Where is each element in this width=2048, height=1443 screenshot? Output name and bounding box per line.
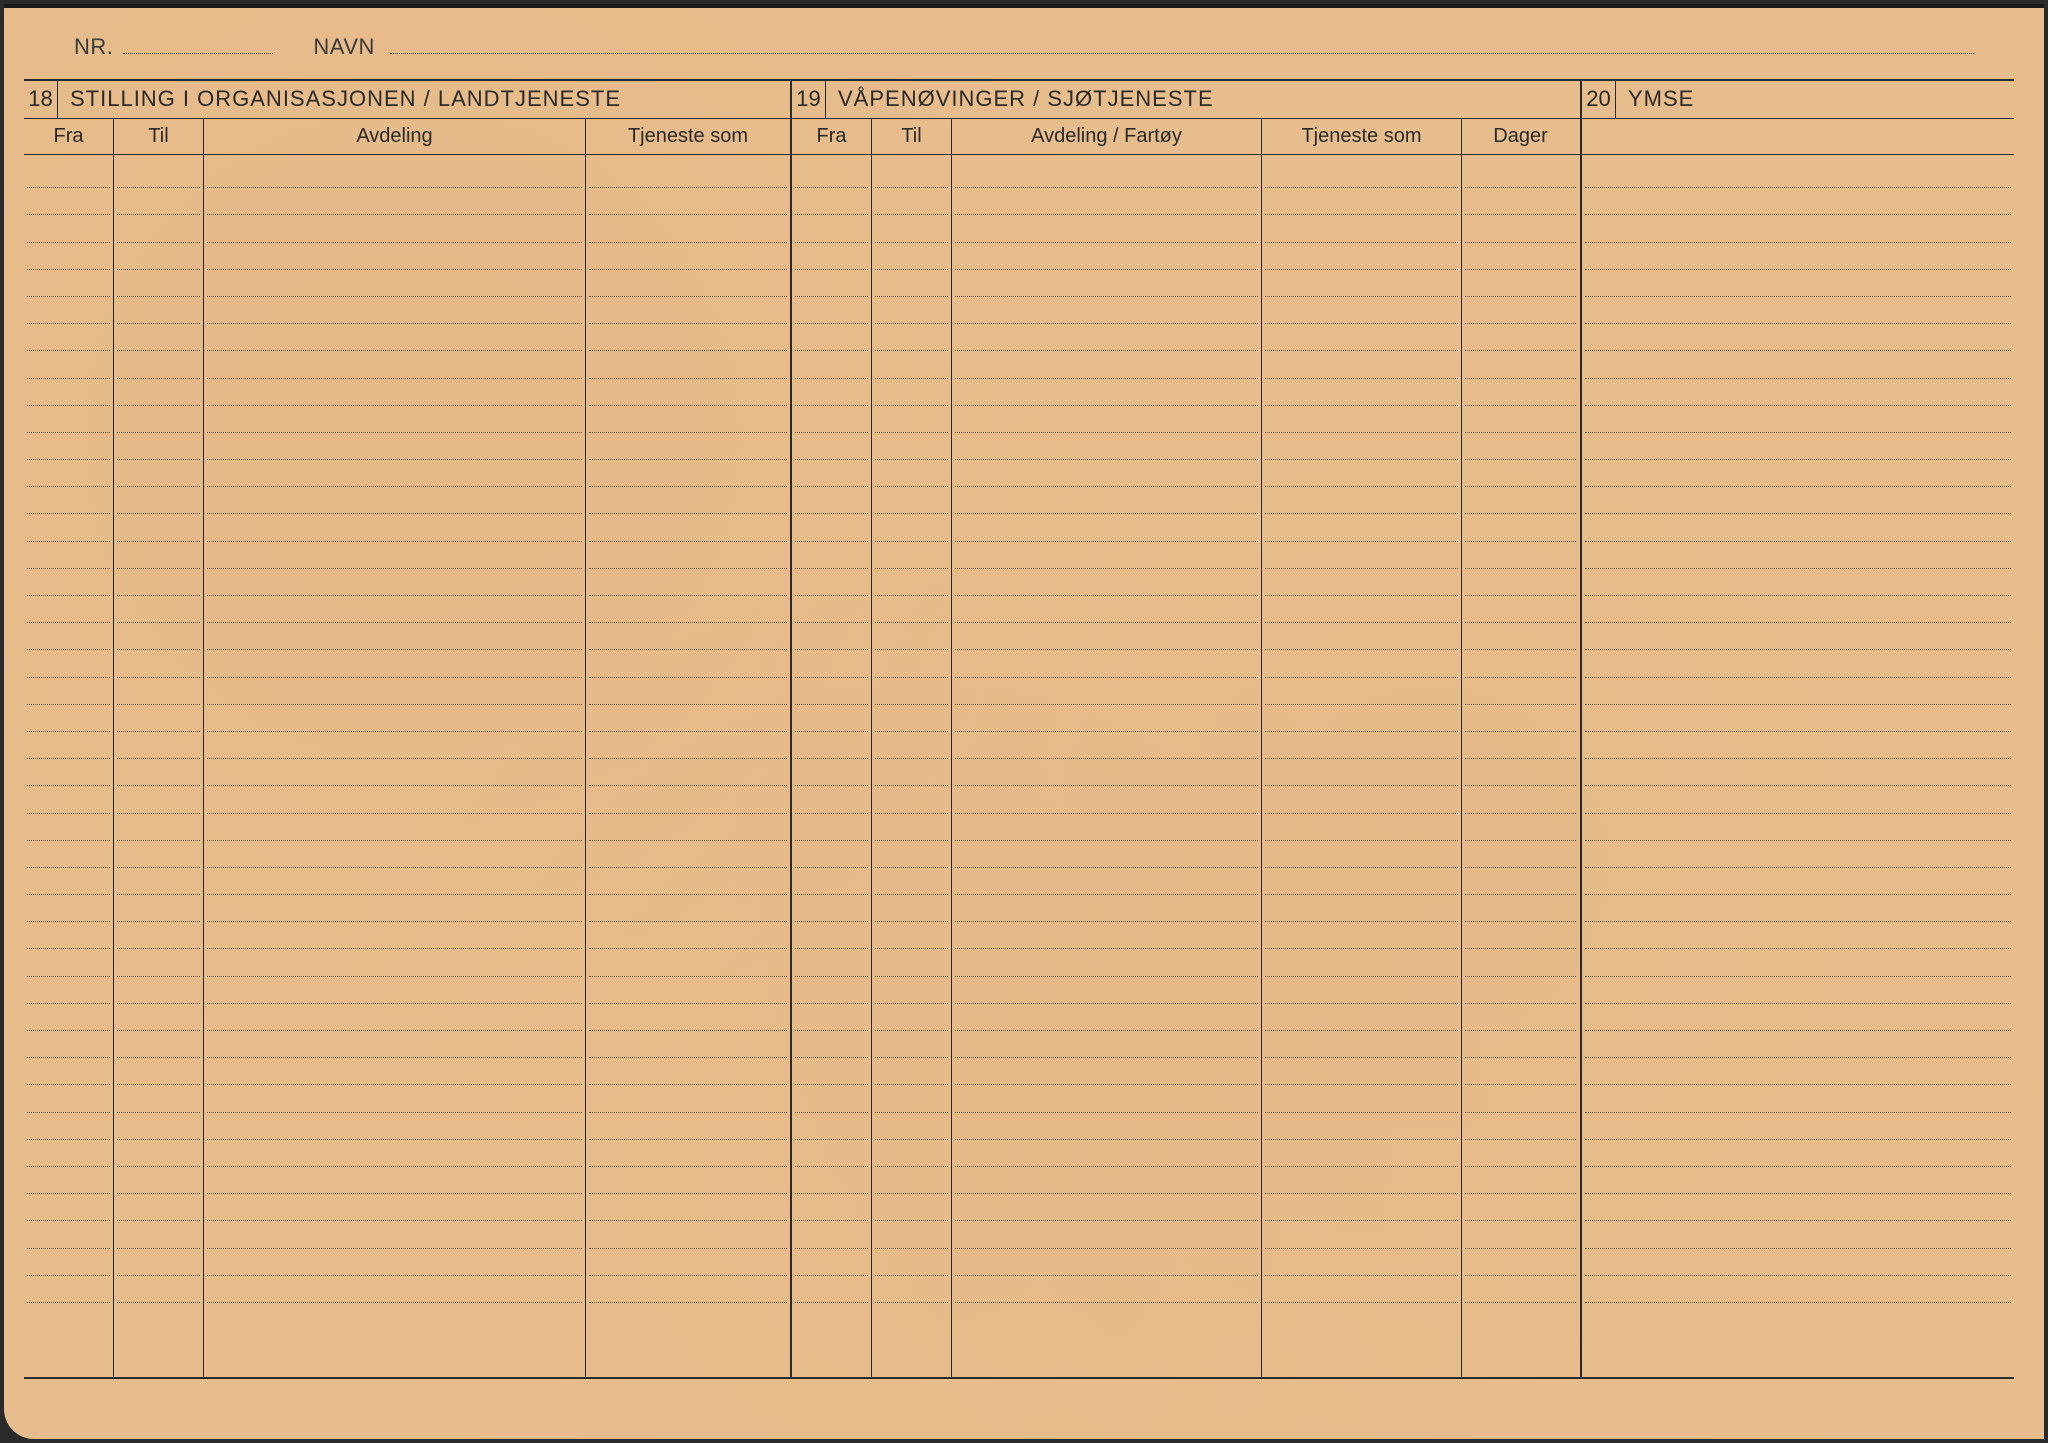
section-20-body: [1580, 155, 2014, 1379]
section-19-cols: Fra Til Avdeling / Fartøy Tjeneste som D…: [790, 119, 1580, 154]
record-card: NR. NAVN 18 STILLING I ORGANISASJONEN / …: [4, 4, 2044, 1439]
section-20: 20 YMSE: [1580, 79, 2014, 118]
body-row: [24, 155, 2014, 1379]
body-19-avdeling-fartoy: [952, 155, 1262, 1379]
body-19-fra: [792, 155, 872, 1379]
section-18-number: 18: [24, 79, 58, 118]
section-19-body: [790, 155, 1580, 1379]
column-header-row: Fra Til Avdeling Tjeneste som Fra Til Av…: [24, 119, 2014, 155]
body-19-dager: [1462, 155, 1579, 1379]
nr-label: NR.: [74, 34, 113, 60]
col-18-avdeling: Avdeling: [204, 119, 586, 154]
navn-label: NAVN: [313, 34, 375, 60]
col-19-til: Til: [872, 119, 952, 154]
body-19-til: [872, 155, 952, 1379]
header-line: NR. NAVN: [74, 34, 2014, 60]
nr-field-blank: [123, 34, 273, 54]
navn-field-blank: [390, 34, 1974, 54]
section-19-title: VÅPENØVINGER / SJØTJENESTE: [826, 79, 1580, 118]
col-18-til: Til: [114, 119, 204, 154]
bottom-rule: [24, 1377, 2014, 1379]
col-18-tjeneste: Tjeneste som: [586, 119, 790, 154]
col-19-dager: Dager: [1462, 119, 1579, 154]
col-19-avdeling-fartoy: Avdeling / Fartøy: [952, 119, 1262, 154]
section-18-cols: Fra Til Avdeling Tjeneste som: [24, 119, 790, 154]
section-18-title: STILLING I ORGANISASJONEN / LANDTJENESTE: [58, 79, 790, 118]
section-19: 19 VÅPENØVINGER / SJØTJENESTE: [790, 79, 1580, 118]
body-19-tjeneste: [1262, 155, 1462, 1379]
body-18-avdeling: [204, 155, 586, 1379]
section-20-number: 20: [1582, 79, 1616, 118]
col-19-fra: Fra: [792, 119, 872, 154]
body-18-fra: [24, 155, 114, 1379]
section-20-cols: [1580, 119, 2014, 154]
section-19-number: 19: [792, 79, 826, 118]
top-edge: [4, 4, 2044, 8]
col-18-fra: Fra: [24, 119, 114, 154]
col-20-blank: [1582, 119, 2014, 154]
body-20: [1582, 155, 2014, 1379]
body-18-tjeneste: [586, 155, 790, 1379]
section-18-body: [24, 155, 790, 1379]
col-19-tjeneste: Tjeneste som: [1262, 119, 1462, 154]
body-18-til: [114, 155, 204, 1379]
section-20-title: YMSE: [1616, 79, 2014, 118]
section-18: 18 STILLING I ORGANISASJONEN / LANDTJENE…: [24, 79, 790, 118]
section-title-row: 18 STILLING I ORGANISASJONEN / LANDTJENE…: [24, 79, 2014, 119]
